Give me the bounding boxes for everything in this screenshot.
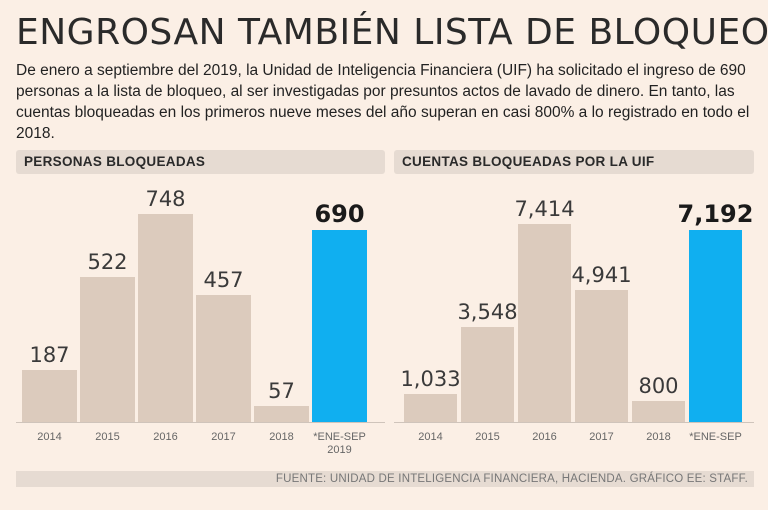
x-tick-label: 2015 bbox=[95, 431, 119, 443]
bar-2017 bbox=[575, 290, 628, 422]
bar-value-label: 57 bbox=[268, 379, 295, 403]
bar-value-label: 187 bbox=[29, 343, 69, 367]
bar-value-label: 1,033 bbox=[400, 367, 460, 391]
page-subtitle: De enero a septiembre del 2019, la Unida… bbox=[16, 62, 750, 142]
x-tick-label: *ENE-SEP bbox=[689, 431, 742, 443]
bar-2016 bbox=[138, 214, 193, 422]
bar-2015 bbox=[80, 277, 135, 422]
x-tick-label: 2018 bbox=[269, 431, 293, 443]
page-title: ENGROSAN TAMBIÉN LISTA DE BLOQUEOS bbox=[16, 12, 768, 53]
x-tick-label: 2016 bbox=[153, 431, 177, 443]
x-tick-label: 2017 bbox=[211, 431, 235, 443]
bar-value-label: 690 bbox=[314, 200, 364, 228]
bar-value-label: 7,414 bbox=[514, 197, 574, 221]
bar-2017 bbox=[196, 295, 251, 422]
x-tick-label: 2017 bbox=[589, 431, 613, 443]
bar-2016 bbox=[518, 224, 571, 422]
bar-value-label: 3,548 bbox=[457, 300, 517, 324]
chart-title-cuentas: CUENTAS BLOQUEADAS POR LA UIF bbox=[394, 150, 754, 174]
bar-value-label: 7,192 bbox=[678, 200, 754, 228]
bar--ene-sep-2019 bbox=[312, 230, 367, 422]
bar-value-label: 748 bbox=[145, 187, 185, 211]
bar-2015 bbox=[461, 327, 514, 422]
bar-value-label: 457 bbox=[203, 268, 243, 292]
cuentas-bar-chart: 1,033 2014 3,548 2015 7,414 2016 4,941 2017 800 2… bbox=[394, 197, 754, 443]
x-tick-label: 2014 bbox=[37, 431, 61, 443]
x-tick-label: 2016 bbox=[532, 431, 556, 443]
bar-value-label: 522 bbox=[87, 250, 127, 274]
x-tick-label: 2015 bbox=[475, 431, 499, 443]
bar-2018 bbox=[632, 401, 685, 422]
bar-2014 bbox=[22, 370, 77, 422]
x-tick-label: *ENE-SEP 2019 bbox=[313, 431, 366, 456]
bar-2018 bbox=[254, 406, 309, 422]
x-tick-label: 2014 bbox=[418, 431, 442, 443]
x-tick-label: 2018 bbox=[646, 431, 670, 443]
bar--ene-sep bbox=[689, 230, 742, 422]
chart-title-personas: PERSONAS BLOQUEADAS bbox=[16, 150, 385, 174]
bar-2014 bbox=[404, 394, 457, 422]
bar-value-label: 4,941 bbox=[571, 263, 631, 287]
personas-bar-chart: 187 2014 522 2015 748 2016 457 2017 57 2018 690 *EN… bbox=[16, 187, 385, 456]
bar-value-label: 800 bbox=[638, 374, 678, 398]
source-footer: FUENTE: UNIDAD DE INTELIGENCIA FINANCIER… bbox=[16, 471, 754, 487]
